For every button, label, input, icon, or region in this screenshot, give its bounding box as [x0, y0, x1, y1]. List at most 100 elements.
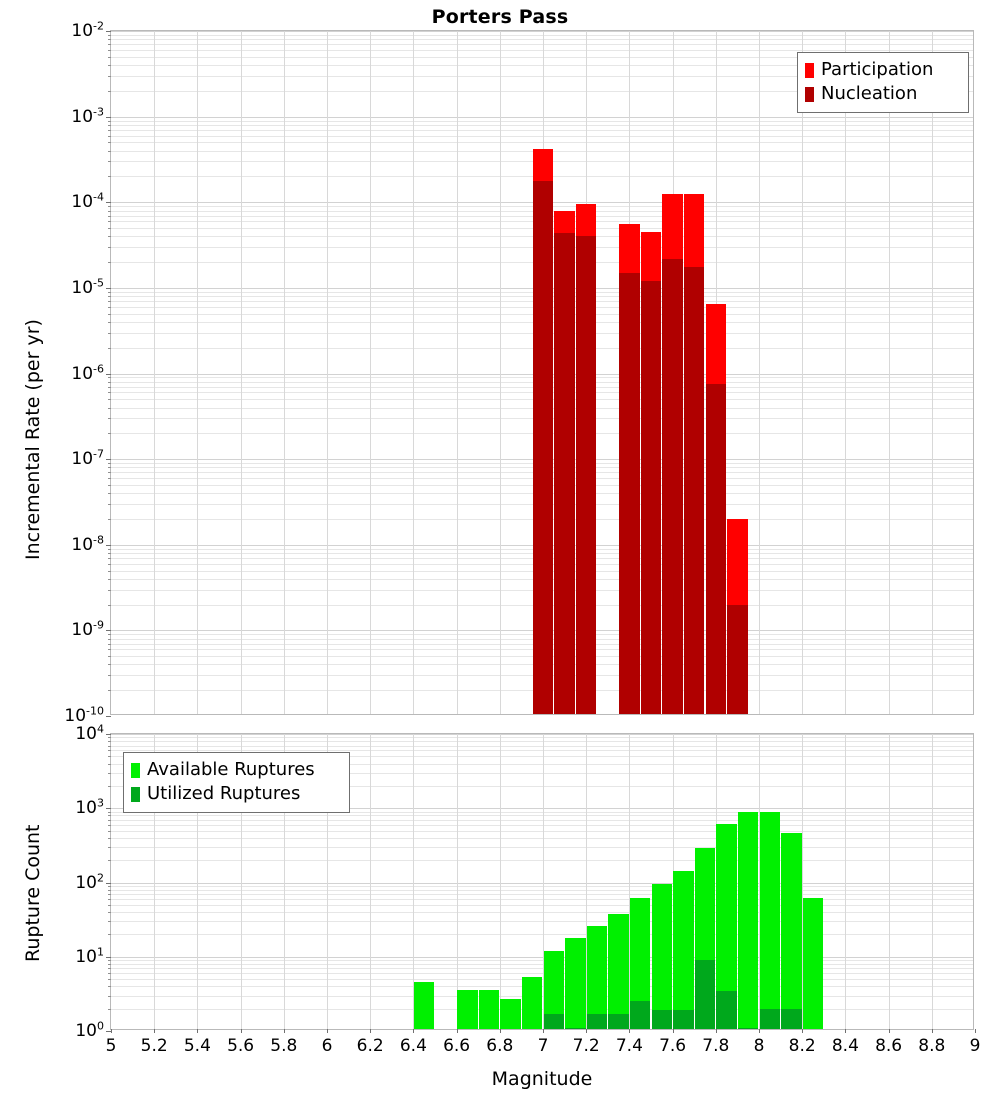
grid-line — [111, 921, 973, 923]
x-tick-label: 8 — [753, 1036, 765, 1056]
y-tick-mark — [108, 563, 111, 565]
y-tick-mark — [108, 634, 111, 636]
x-tick-label: 5.6 — [227, 1036, 255, 1056]
y-tick-label: 10-2 — [71, 19, 104, 41]
bar-available-ruptures — [500, 998, 521, 1029]
bar-utilized-ruptures — [586, 1013, 608, 1029]
grid-line — [111, 756, 973, 758]
y-tick-label: 102 — [75, 870, 104, 893]
x-tick-label: 7.2 — [572, 1036, 600, 1056]
x-tick-label: 8.8 — [918, 1036, 946, 1056]
legend-item[interactable]: Nucleation — [805, 82, 959, 106]
y-tick-mark — [108, 973, 111, 975]
grid-line-vertical — [802, 734, 804, 1029]
x-tick-label: 6.4 — [399, 1036, 427, 1056]
grid-line — [111, 763, 973, 765]
bar-nucleation — [684, 267, 705, 714]
x-tick-mark — [543, 1029, 544, 1033]
y-tick-mark — [108, 377, 111, 379]
y-tick-mark — [108, 407, 111, 409]
y-tick-label: 10-6 — [71, 361, 104, 384]
x-tick-label: 5.2 — [140, 1036, 168, 1056]
y-tick-mark — [106, 31, 111, 32]
y-tick-mark — [108, 889, 111, 891]
grid-line-vertical — [283, 31, 285, 714]
y-tick-label: 103 — [75, 796, 104, 819]
x-tick-label: 5.4 — [183, 1036, 211, 1056]
grid-line-vertical — [759, 734, 760, 1029]
y-tick-mark — [108, 313, 111, 315]
y-tick-mark — [108, 934, 111, 936]
y-tick-mark — [108, 399, 111, 401]
grid-line-vertical — [283, 734, 285, 1029]
x-tick-mark — [370, 1029, 372, 1033]
x-tick-mark — [327, 1029, 328, 1033]
grid-line-vertical — [845, 734, 847, 1029]
grid-line — [111, 830, 973, 832]
grid-line — [111, 815, 973, 817]
grid-line — [111, 65, 973, 67]
bar-nucleation — [640, 281, 662, 714]
legend-item[interactable]: Available Ruptures — [131, 758, 340, 782]
legend-swatch-icon — [805, 62, 814, 78]
grid-line — [111, 894, 973, 895]
grid-line-vertical — [197, 734, 199, 1029]
grid-line — [111, 960, 973, 962]
y-tick-mark — [108, 690, 111, 692]
bar-utilized-ruptures — [608, 1013, 629, 1029]
legend-item[interactable]: Participation — [805, 58, 959, 82]
y-tick-mark — [108, 161, 111, 163]
bar-utilized-ruptures — [694, 960, 716, 1029]
y-tick-mark — [108, 478, 111, 480]
y-tick-label: 10-4 — [71, 190, 104, 213]
incremental-rate-axes: 10-2 10-3 10-4 10-5 10-6 10-7 10-8 10-9 10-10 — [64, 20, 974, 726]
incremental-rate-plot-area — [111, 31, 973, 714]
y-tick-mark — [106, 459, 111, 461]
y-tick-mark — [108, 493, 111, 495]
y-tick-mark — [108, 921, 111, 923]
x-tick-mark — [888, 1029, 890, 1033]
grid-line-vertical — [240, 734, 242, 1029]
x-tick-mark — [499, 1029, 501, 1033]
y-tick-mark — [108, 995, 111, 997]
y-tick-mark — [108, 262, 111, 264]
grid-line — [111, 819, 973, 821]
grid-line-vertical — [240, 31, 242, 714]
grid-line-vertical — [456, 734, 458, 1029]
y-tick-mark — [108, 558, 111, 559]
grid-line — [111, 116, 973, 118]
y-tick-mark — [108, 44, 111, 46]
y-tick-mark — [106, 287, 111, 289]
grid-line-vertical — [499, 31, 501, 714]
y-tick-mark — [108, 347, 111, 349]
x-tick-label: 5.8 — [270, 1036, 298, 1056]
grid-line-vertical — [413, 31, 415, 714]
grid-line-vertical — [759, 31, 760, 714]
grid-line — [111, 912, 973, 914]
x-tick-label: 6.8 — [486, 1036, 514, 1056]
grid-line — [111, 124, 973, 126]
y-tick-label: 10-7 — [71, 447, 104, 470]
y-tick-mark — [108, 129, 111, 131]
y-tick-mark — [108, 553, 111, 555]
grid-line — [111, 741, 973, 743]
bar-available-ruptures — [630, 897, 651, 1029]
grid-line-vertical — [845, 31, 847, 714]
x-tick-mark — [240, 1029, 242, 1033]
y-tick-mark — [108, 589, 111, 591]
y-tick-mark — [108, 49, 111, 51]
y-tick-mark — [108, 472, 111, 474]
y-tick-mark — [106, 630, 111, 632]
grid-line — [111, 49, 973, 51]
y-tick-mark — [108, 56, 111, 58]
legend-label: Participation — [821, 59, 934, 80]
y-tick-mark — [108, 467, 111, 469]
grid-line — [111, 129, 973, 131]
legend-item[interactable]: Utilized Ruptures — [131, 782, 340, 806]
bar-utilized-ruptures — [630, 1001, 651, 1029]
y-tick-mark — [108, 503, 111, 505]
bar-nucleation — [619, 272, 640, 714]
y-tick-mark — [108, 381, 111, 383]
y-tick-mark — [108, 904, 111, 906]
y-tick-mark — [108, 675, 111, 677]
